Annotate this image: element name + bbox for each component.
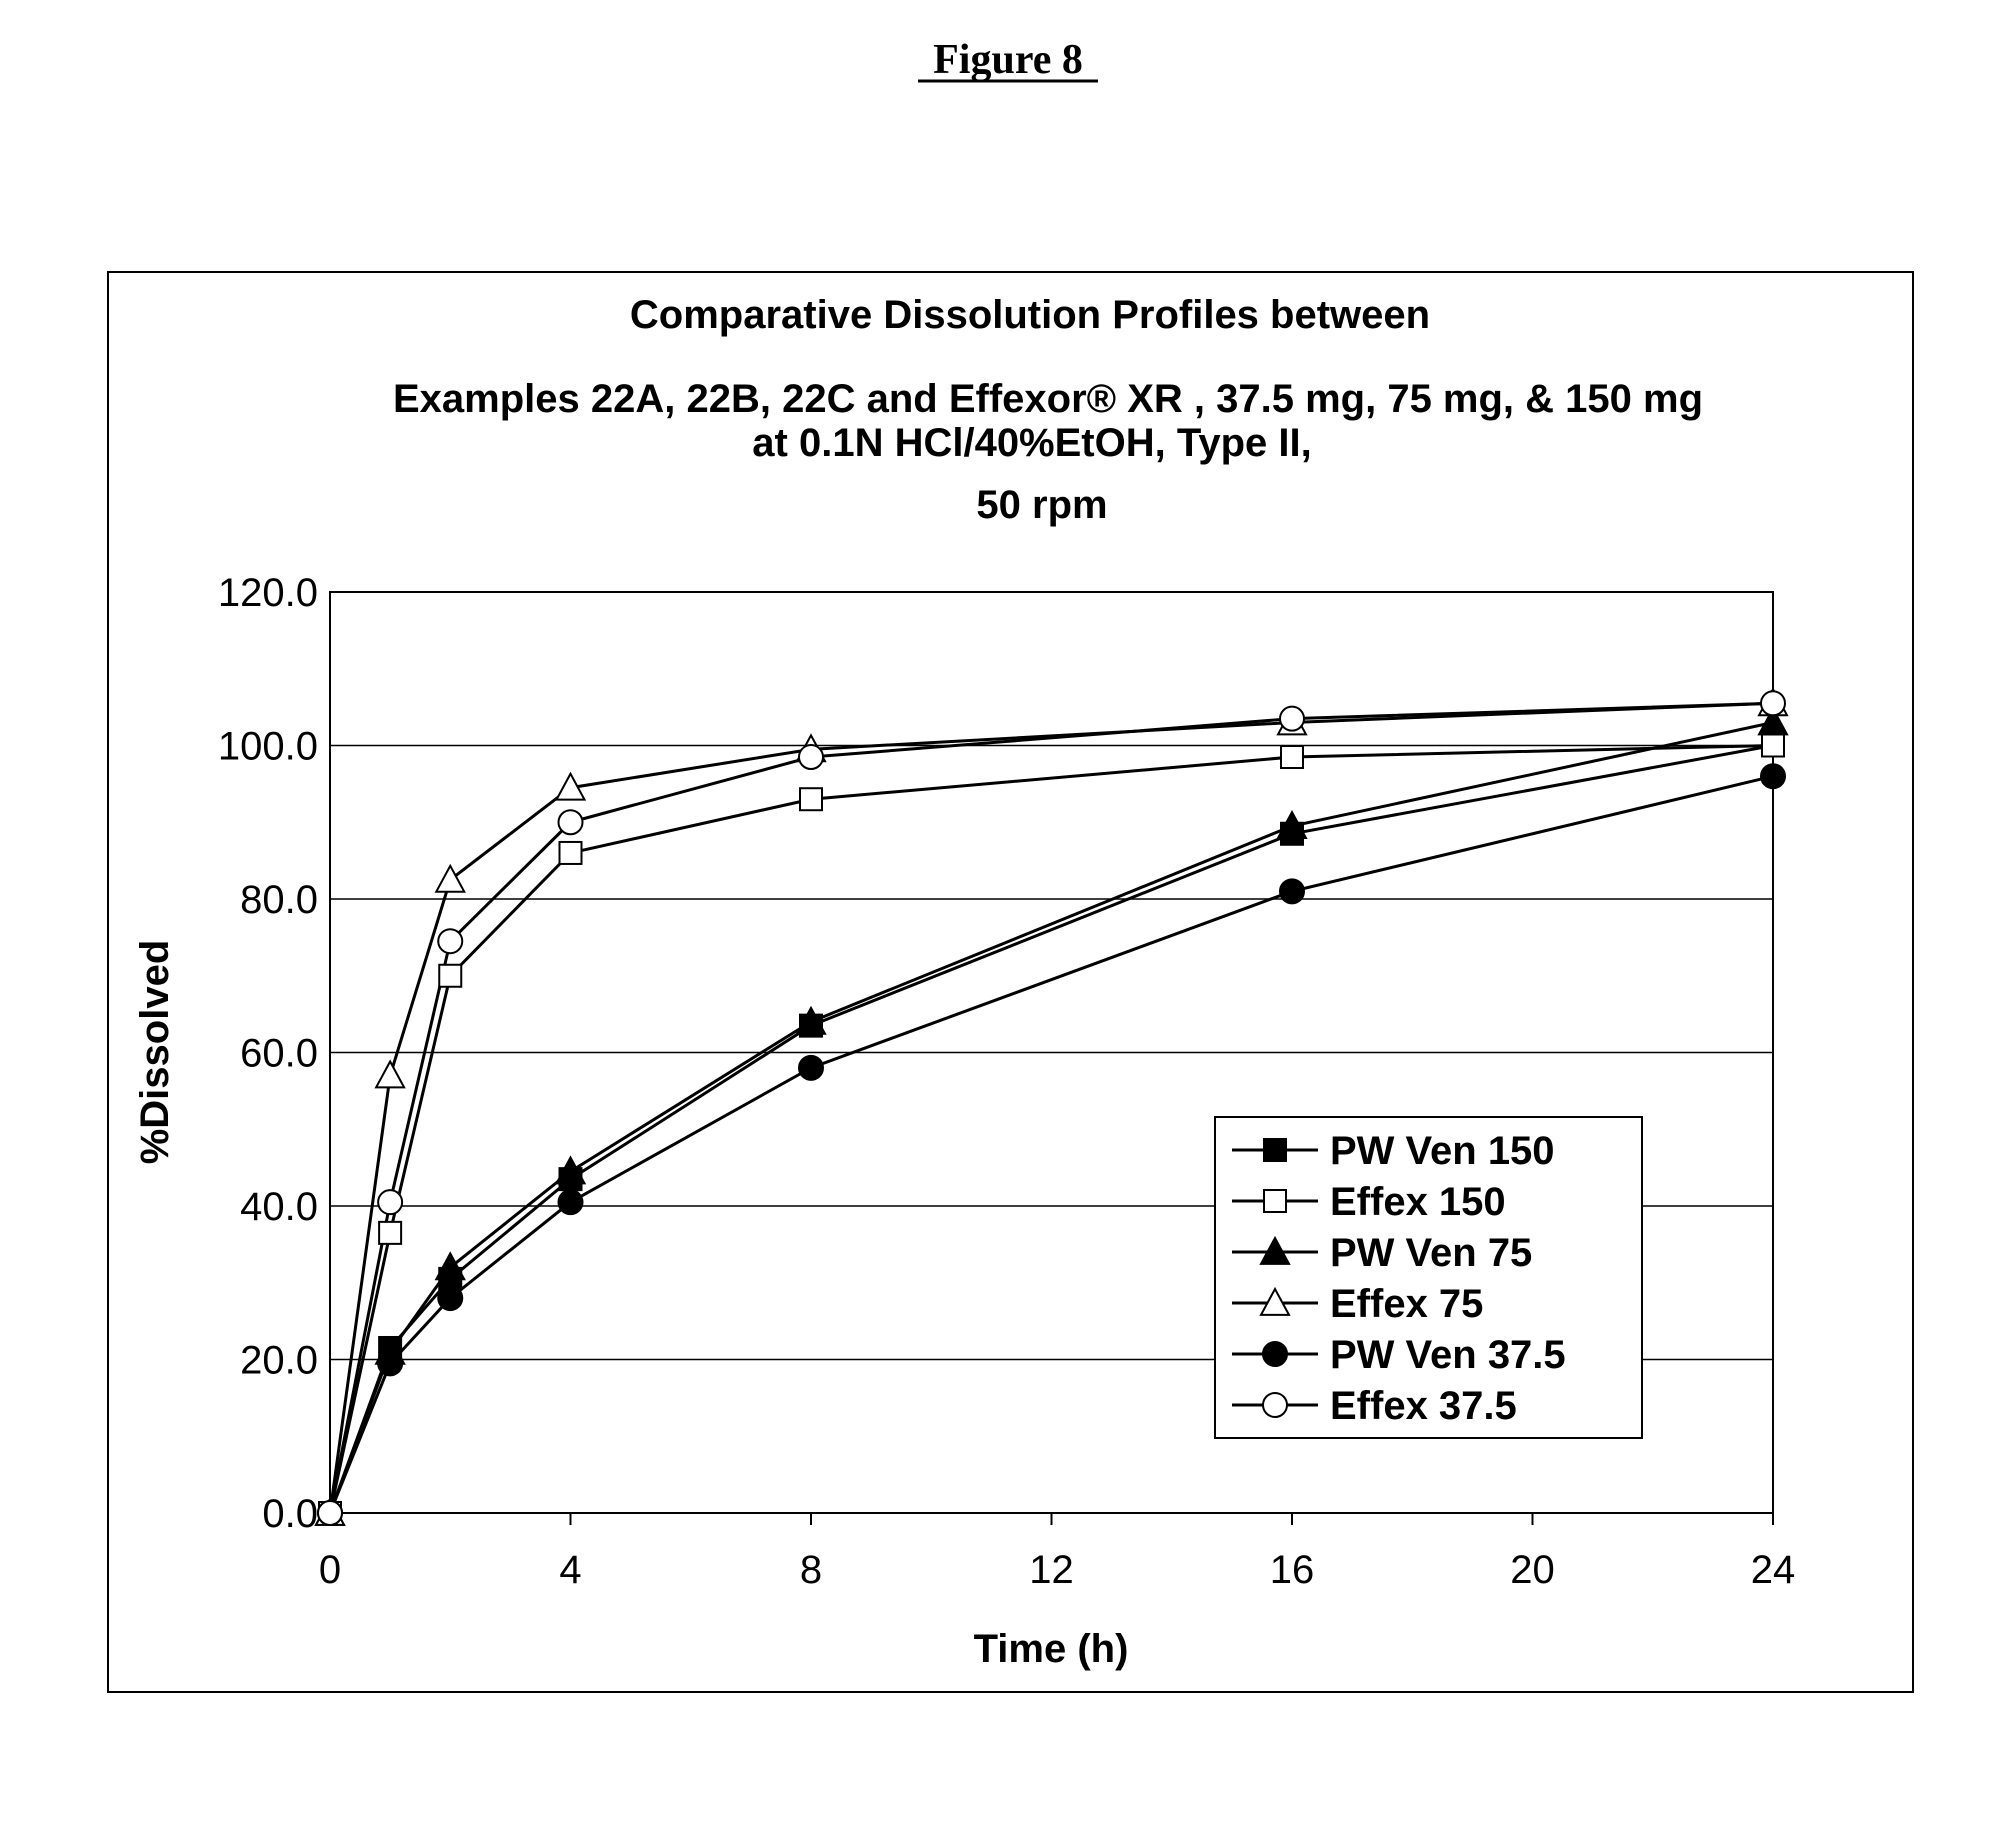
- legend-label-effex-150: Effex 150: [1330, 1180, 1506, 1224]
- point-effex-150-6: [1762, 735, 1784, 757]
- x-axis-label: Time (h): [974, 1627, 1129, 1671]
- point-pw-ven-37-5-6: [1761, 764, 1785, 788]
- point-effex-37-5-6: [1761, 691, 1785, 715]
- y-tick-label-4: 80.0: [240, 878, 318, 922]
- chart-title-line-4: 50 rpm: [976, 483, 1107, 527]
- x-tick-label-6: 24: [1751, 1548, 1796, 1592]
- y-tick-label-6: 120.0: [218, 571, 318, 615]
- y-tick-label-1: 20.0: [240, 1339, 318, 1383]
- point-pw-ven-37-5-5: [1280, 879, 1304, 903]
- x-tick-label-1: 4: [559, 1548, 581, 1592]
- point-effex-150-5: [1281, 746, 1303, 768]
- chart-title-line-2: Examples 22A, 22B, 22C and Effexor® XR ,…: [393, 377, 1703, 421]
- x-tick-label-2: 8: [800, 1548, 822, 1592]
- point-effex-150-2: [439, 965, 461, 987]
- x-tick-label-0: 0: [319, 1548, 341, 1592]
- point-effex-37-5-4: [799, 745, 823, 769]
- point-effex-37-5-3: [559, 810, 583, 834]
- x-tick-label-4: 16: [1270, 1548, 1315, 1592]
- legend: PW Ven 150 Effex 150 PW Ven 75 Effex 75 PW V…: [1215, 1117, 1642, 1438]
- point-effex-150-4: [800, 788, 822, 810]
- y-axis-label: %Dissolved: [133, 940, 177, 1165]
- y-tick-label-0: 0.0: [262, 1492, 318, 1536]
- point-pw-ven-37-5-1: [378, 1351, 402, 1375]
- point-pw-ven-37-5-3: [559, 1190, 583, 1214]
- chart-title-line-3: at 0.1N HCl/40%EtOH, Type II,: [752, 421, 1311, 465]
- point-pw-ven-37-5-4: [799, 1056, 823, 1080]
- legend-marker-effex-150: [1264, 1190, 1286, 1212]
- legend-label-pw-ven-75: PW Ven 75: [1330, 1231, 1532, 1275]
- point-effex-150-1: [379, 1222, 401, 1244]
- point-effex-37-5-0: [318, 1501, 342, 1525]
- y-tick-label-2: 40.0: [240, 1185, 318, 1229]
- x-tick-label-3: 12: [1029, 1548, 1074, 1592]
- figure-label: Figure 8: [933, 37, 1083, 83]
- legend-marker-effex-37-5: [1263, 1393, 1287, 1417]
- legend-marker-pw-ven-150: [1264, 1139, 1286, 1161]
- y-tick-label-3: 60.0: [240, 1032, 318, 1076]
- point-effex-37-5-2: [438, 929, 462, 953]
- point-effex-37-5-1: [378, 1190, 402, 1214]
- chart-title-line-1: Comparative Dissolution Profiles between: [630, 293, 1430, 337]
- y-tick-label-5: 100.0: [218, 725, 318, 769]
- point-effex-150-3: [560, 842, 582, 864]
- point-effex-37-5-5: [1280, 707, 1304, 731]
- x-tick-label-5: 20: [1510, 1548, 1555, 1592]
- legend-label-pw-ven-37-5: PW Ven 37.5: [1330, 1333, 1566, 1377]
- legend-label-effex-75: Effex 75: [1330, 1282, 1483, 1326]
- legend-label-effex-37-5: Effex 37.5: [1330, 1384, 1517, 1428]
- legend-marker-pw-ven-37-5: [1263, 1342, 1287, 1366]
- point-pw-ven-37-5-2: [438, 1286, 462, 1310]
- legend-label-pw-ven-150: PW Ven 150: [1330, 1129, 1555, 1173]
